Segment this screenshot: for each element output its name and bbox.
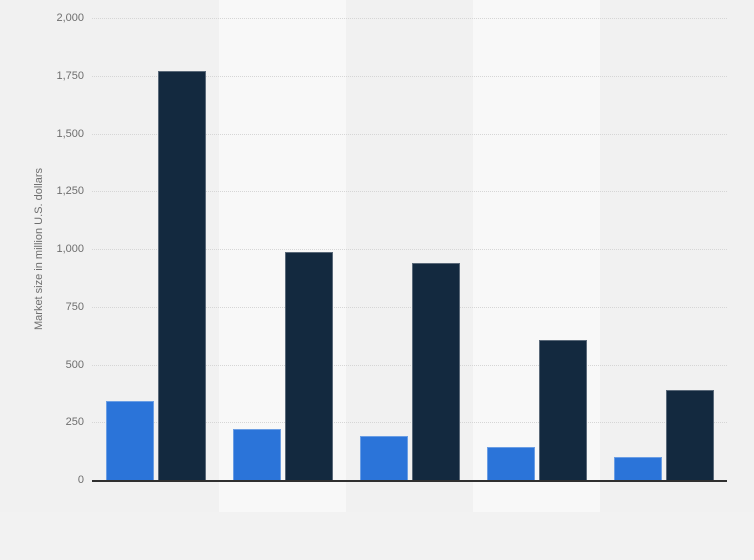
bar-dark-navy-group-3[interactable] <box>412 262 460 480</box>
bar-light-blue-group-5[interactable] <box>614 456 662 480</box>
gridline-2000 <box>92 18 727 19</box>
chart-canvas: 2,000 1,750 1,500 1,250 1,000 750 500 250 0 Mark… <box>33 12 727 486</box>
y-tick-label-1250: 1,250 <box>56 185 84 198</box>
x-axis-line <box>92 480 727 482</box>
gridline-1500 <box>92 133 727 135</box>
gridline-500 <box>92 364 727 366</box>
bar-light-blue-group-3[interactable] <box>360 436 408 480</box>
y-tick-label-250: 250 <box>65 416 84 429</box>
bar-light-blue-group-2[interactable] <box>233 429 281 480</box>
y-tick-label-500: 500 <box>65 358 84 371</box>
bar-dark-navy-group-4[interactable] <box>539 340 587 480</box>
bar-light-blue-group-1[interactable] <box>106 401 154 480</box>
y-axis-title: Market size in million U.S. dollars <box>33 168 45 330</box>
y-tick-label-0: 0 <box>77 474 84 486</box>
bottom-margin <box>0 512 754 560</box>
gridline-1000 <box>92 249 727 250</box>
y-tick-label-750: 750 <box>65 300 84 313</box>
y-tick-label-1750: 1,750 <box>56 69 84 82</box>
y-tick-label-1500: 1,500 <box>56 127 84 140</box>
gridline-250 <box>92 422 727 424</box>
y-tick-label-1000: 1,000 <box>56 243 84 255</box>
gridline-1250 <box>92 191 727 193</box>
bar-dark-navy-group-1[interactable] <box>158 71 206 480</box>
bar-dark-navy-group-5[interactable] <box>666 389 714 480</box>
gridline-1750 <box>92 75 727 77</box>
bar-light-blue-group-4[interactable] <box>487 446 535 480</box>
y-tick-label-2000: 2,000 <box>56 12 84 24</box>
bar-dark-navy-group-2[interactable] <box>285 252 333 480</box>
gridline-750 <box>92 306 727 308</box>
